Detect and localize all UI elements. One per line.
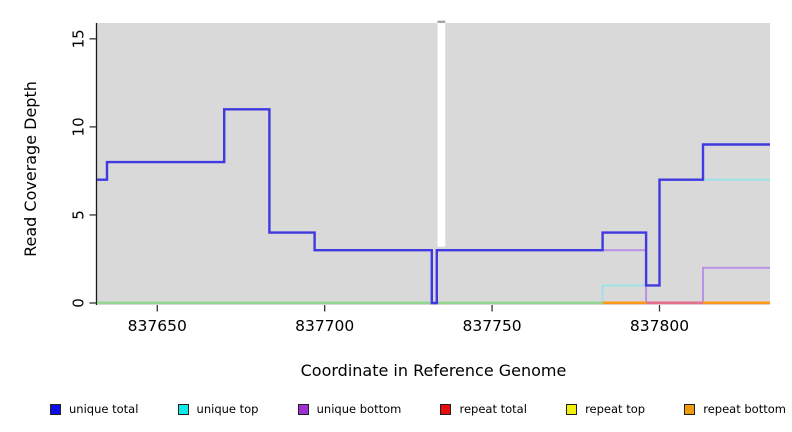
legend-swatch-unique-top (177, 403, 189, 415)
legend-swatch-repeat-total (440, 403, 452, 415)
x-axis-title: Coordinate in Reference Genome (300, 361, 567, 380)
legend-item-unique-bottom: unique bottom (297, 402, 402, 416)
legend-item-unique-top: unique top (177, 402, 259, 416)
legend-label-unique-bottom: unique bottom (316, 402, 402, 416)
legend-swatch-repeat-top (566, 403, 578, 415)
plot-background (97, 23, 770, 305)
y-tick-label: 0 (70, 298, 88, 308)
legend-item-repeat-top: repeat top (566, 402, 645, 416)
y-tick-label: 5 (70, 210, 88, 220)
legend-label-repeat-total: repeat total (459, 402, 527, 416)
legend-label-unique-top: unique top (196, 402, 259, 416)
legend-label-unique-total: unique total (69, 402, 139, 416)
gap-band (437, 23, 446, 247)
legend-swatch-repeat-bottom (684, 403, 696, 415)
y-tick-label: 10 (70, 117, 88, 136)
x-tick-label: 837700 (295, 317, 354, 335)
legend: unique total unique top unique bottom repea… (50, 401, 786, 417)
legend-swatch-unique-bottom (297, 403, 309, 415)
x-tick-label: 837800 (630, 317, 689, 335)
x-tick-label: 837650 (128, 317, 187, 335)
x-tick-label: 837750 (463, 317, 522, 335)
legend-label-repeat-bottom: repeat bottom (703, 402, 786, 416)
y-tick-label: 15 (70, 29, 88, 48)
gap-band-top-tick (437, 20, 446, 23)
legend-item-repeat-total: repeat total (440, 402, 527, 416)
legend-swatch-unique-total (50, 403, 61, 415)
series-line-unique-total (97, 108, 770, 305)
y-axis-title: Read Coverage Depth (21, 81, 40, 257)
legend-item-unique-total: unique total (50, 402, 138, 416)
legend-item-repeat-bottom: repeat bottom (684, 402, 786, 416)
legend-label-repeat-top: repeat top (585, 402, 646, 416)
